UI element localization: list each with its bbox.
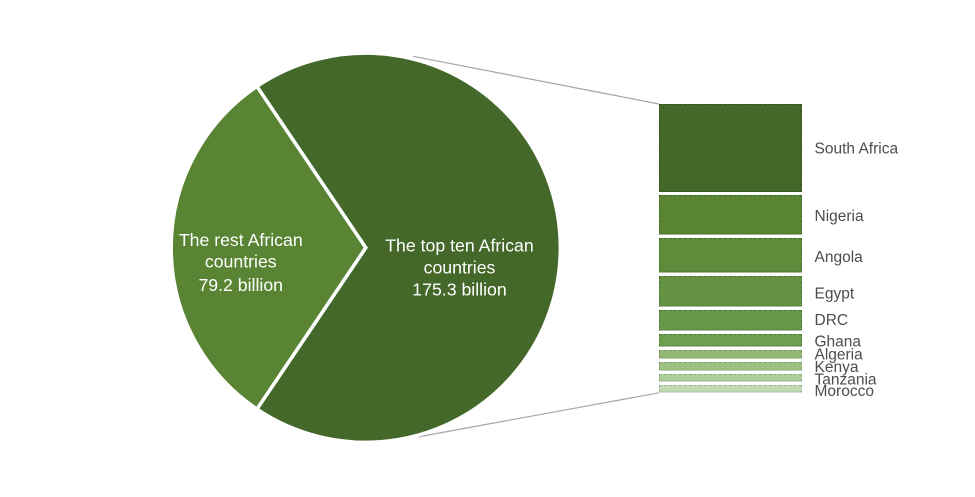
svg-text:79.2 billion: 79.2 billion	[198, 275, 283, 295]
svg-text:Angola: Angola	[815, 249, 864, 266]
svg-text:Nigeria: Nigeria	[815, 208, 864, 225]
svg-text:The rest African: The rest African	[179, 230, 303, 250]
svg-text:The top ten African: The top ten African	[385, 235, 533, 255]
svg-text:Egypt: Egypt	[815, 285, 855, 302]
svg-text:South Africa: South Africa	[815, 141, 899, 158]
svg-text:countries: countries	[424, 258, 496, 278]
svg-text:175.3 billion: 175.3 billion	[412, 280, 506, 300]
svg-text:Tanzania: Tanzania	[815, 372, 877, 389]
svg-text:Algeria: Algeria	[815, 347, 864, 364]
svg-text:Kenya: Kenya	[815, 359, 859, 376]
svg-text:Morocco: Morocco	[815, 383, 874, 400]
svg-text:countries: countries	[205, 252, 277, 272]
svg-text:DRC: DRC	[815, 312, 849, 329]
svg-text:Ghana: Ghana	[815, 333, 862, 350]
